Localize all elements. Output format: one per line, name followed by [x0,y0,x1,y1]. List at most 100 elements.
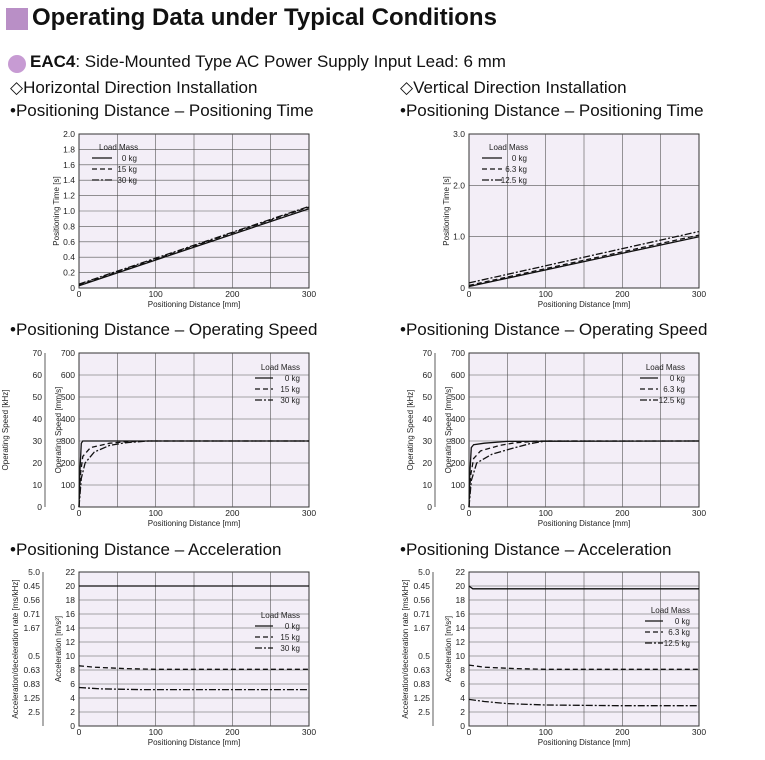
y2-tick-label: 0.56 [23,595,40,605]
y2-tick-label: 10 [33,480,43,490]
y-axis-label: Operating Speed [mm/s] [444,387,453,474]
horizontal-installation-heading: ◇Horizontal Direction Installation [10,78,258,97]
x-tick-label: 0 [467,727,472,737]
x-tick-label: 200 [225,289,239,299]
series-line [78,208,310,287]
legend-label: 6.3 kg [668,628,690,637]
series-line [468,698,699,707]
legend-title: Load Mass [261,611,300,620]
y2-axis-label: Acceleration/deceleration rate [ms/kHz] [401,579,410,718]
y2-tick-label: 10 [423,480,433,490]
legend-label: 12.5 kg [659,396,685,405]
y-tick-label: 0 [460,721,465,731]
x-tick-label: 300 [302,508,316,518]
product-line: EAC4: Side-Mounted Type AC Power Supply … [30,52,506,72]
series-line [78,440,309,508]
legend-label: 6.3 kg [505,165,527,174]
y2-tick-label: 30 [423,436,433,446]
legend-label: 0 kg [675,617,690,626]
series-line [78,205,310,285]
y-tick-label: 0.4 [63,252,75,262]
y-tick-label: 20 [456,581,466,591]
y2-tick-label: 2.5 [28,707,40,717]
y2-tick-label: 0.45 [23,581,40,591]
x-axis-label: Positioning Distance [mm] [538,519,630,528]
legend-title: Load Mass [646,363,685,372]
x-tick-label: 300 [302,727,316,737]
y2-tick-label: 0.63 [413,665,430,675]
y-tick-label: 22 [66,567,76,577]
series-line [468,236,700,288]
y-tick-label: 0.6 [63,237,75,247]
y-tick-label: 1.0 [63,206,75,216]
y-tick-label: 20 [66,581,76,591]
x-tick-label: 100 [149,508,163,518]
y-axis-label: Positioning Time [s] [52,176,61,245]
y-tick-label: 1.6 [63,160,75,170]
legend-label: 0 kg [670,374,685,383]
y-tick-label: 4 [70,693,75,703]
series-line [468,585,699,590]
x-tick-label: 100 [539,289,553,299]
y2-tick-label: 20 [33,458,43,468]
y2-tick-label: 30 [33,436,43,446]
chart-title: •Positioning Distance – Acceleration [400,540,672,559]
x-tick-label: 200 [615,508,629,518]
legend-label: 0 kg [122,154,137,163]
y-axis-label: Acceleration [m/s²] [54,616,63,682]
y-tick-label: 300 [61,436,75,446]
y2-tick-label: 70 [423,348,433,358]
x-tick-label: 0 [467,289,472,299]
y-tick-label: 12 [456,637,466,647]
y-tick-label: 12 [66,637,76,647]
y-tick-label: 700 [451,348,465,358]
y2-tick-label: 20 [423,458,433,468]
legend-label: 12.5 kg [664,639,690,648]
y-axis-label: Operating Speed [mm/s] [54,387,63,474]
chart-title: •Positioning Distance – Positioning Time [10,101,314,120]
y2-tick-label: 50 [423,392,433,402]
product-description: : Side-Mounted Type AC Power Supply Inpu… [75,52,506,71]
x-tick-label: 100 [149,289,163,299]
y2-tick-label: 0.71 [413,609,430,619]
x-tick-label: 200 [225,727,239,737]
y-tick-label: 10 [456,651,466,661]
y2-tick-label: 0.83 [413,679,430,689]
y-tick-label: 16 [66,609,76,619]
y-tick-label: 400 [61,414,75,424]
y-tick-label: 300 [451,436,465,446]
y-tick-label: 16 [456,609,466,619]
x-tick-label: 0 [77,508,82,518]
y2-tick-label: 5.0 [418,567,430,577]
y-tick-label: 100 [451,480,465,490]
y-axis-label: Acceleration [m/s²] [444,616,453,682]
legend-label: 30 kg [280,644,300,653]
x-axis-label: Positioning Distance [mm] [148,519,240,528]
y2-tick-label: 50 [33,392,43,402]
y2-tick-label: 0.63 [23,665,40,675]
y2-axis-label: Operating Speed [kHz] [406,390,415,471]
y-tick-label: 18 [66,595,76,605]
y-tick-label: 2.0 [453,180,465,190]
y-tick-label: 400 [451,414,465,424]
y-tick-label: 14 [66,623,76,633]
y2-tick-label: 2.5 [418,707,430,717]
y-tick-label: 4 [460,693,465,703]
chart-title: •Positioning Distance – Positioning Time [400,101,704,120]
y2-tick-label: 0.45 [413,581,430,591]
legend-label: 0 kg [512,154,527,163]
chart-title: •Positioning Distance – Operating Speed [400,320,708,339]
y-tick-label: 0 [70,502,75,512]
x-tick-label: 300 [692,289,706,299]
series-line [468,664,699,670]
y2-tick-label: 5.0 [28,567,40,577]
legend-label: 15 kg [117,165,137,174]
y2-tick-label: 1.67 [23,623,40,633]
x-axis-label: Positioning Distance [mm] [148,300,240,309]
header-square [6,8,28,30]
y-tick-label: 0.2 [63,268,75,278]
legend-label: 30 kg [280,396,300,405]
y-tick-label: 6 [70,679,75,689]
y2-tick-label: 0.5 [418,651,430,661]
